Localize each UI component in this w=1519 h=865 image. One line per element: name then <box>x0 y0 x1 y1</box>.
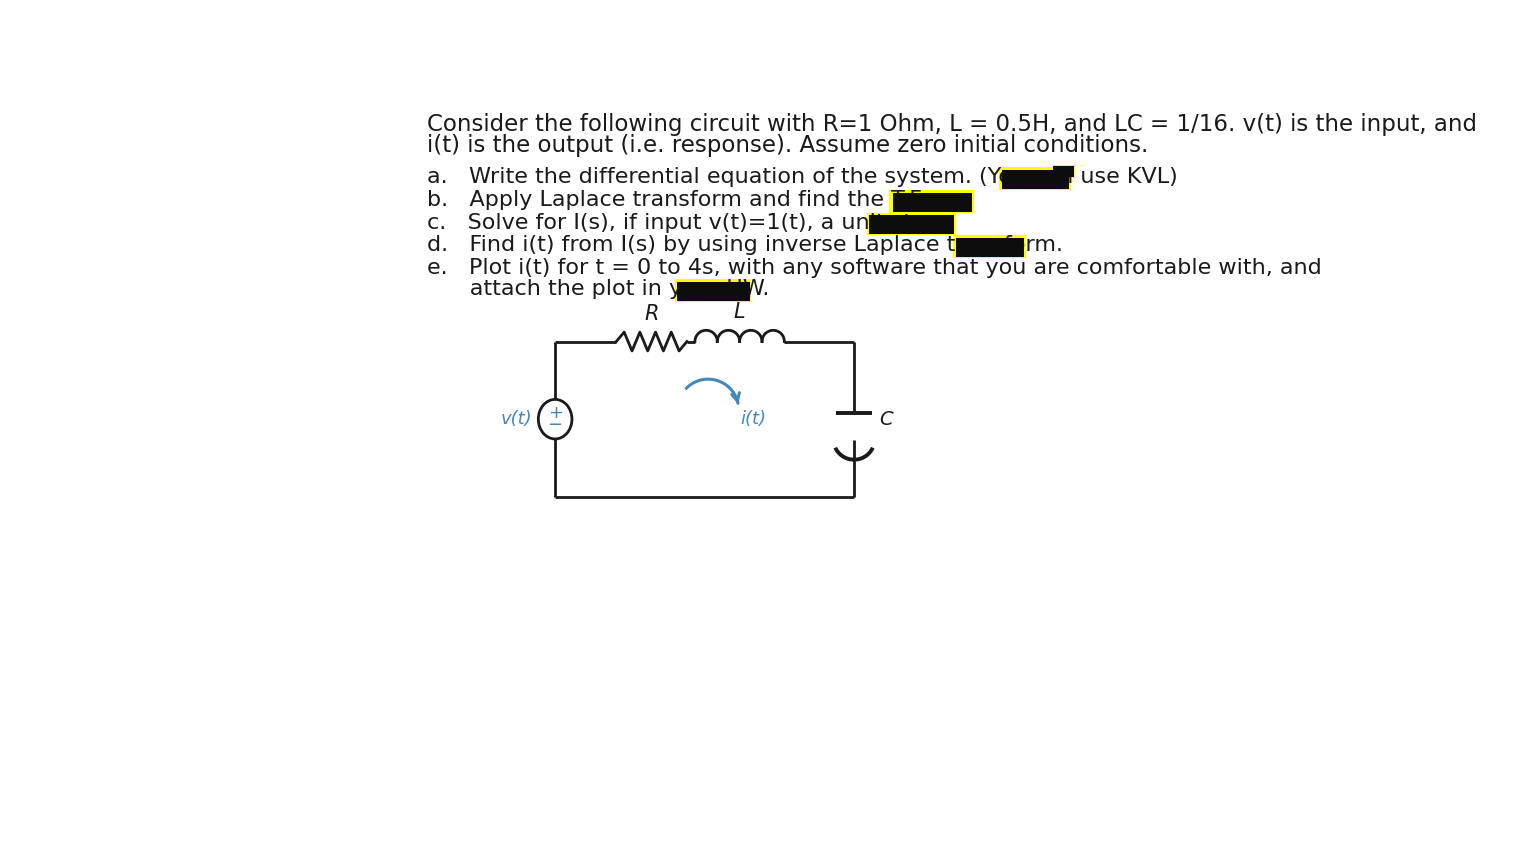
Text: L: L <box>734 302 746 322</box>
Bar <box>893 193 972 212</box>
Text: R: R <box>644 304 659 324</box>
Text: v(t): v(t) <box>501 410 533 428</box>
Bar <box>674 279 752 302</box>
Text: a.   Write the differential equation of the system. (You can use KVL): a. Write the differential equation of th… <box>427 167 1177 188</box>
Text: b.   Apply Laplace transform and find the T.F.: b. Apply Laplace transform and find the … <box>427 190 925 210</box>
Text: d.   Find i(t) from I(s) by using inverse Laplace transform.: d. Find i(t) from I(s) by using inverse … <box>427 235 1063 255</box>
Bar <box>677 282 749 301</box>
Text: attach the plot in your HW.: attach the plot in your HW. <box>427 279 769 299</box>
Text: e.   Plot i(t) for t = 0 to 4s, with any software that you are comfortable with,: e. Plot i(t) for t = 0 to 4s, with any s… <box>427 258 1322 278</box>
Text: i(t) is the output (i.e. response). Assume zero initial conditions.: i(t) is the output (i.e. response). Assu… <box>427 134 1148 157</box>
Bar <box>952 235 1027 258</box>
Bar <box>955 238 1024 257</box>
Text: C: C <box>880 410 893 429</box>
Bar <box>869 215 954 234</box>
Bar <box>889 190 974 213</box>
Text: −: − <box>547 417 562 434</box>
Bar <box>1000 167 1071 190</box>
Text: Consider the following circuit with R=1 Ohm, L = 0.5H, and LC = 1/16. v(t) is th: Consider the following circuit with R=1 … <box>427 113 1476 136</box>
Text: c.   Solve for I(s), if input v(t)=1(t), a unit step.: c. Solve for I(s), if input v(t)=1(t), a… <box>427 213 946 233</box>
Bar <box>867 213 955 235</box>
Text: +: + <box>548 404 562 422</box>
Bar <box>1053 166 1074 176</box>
Bar <box>1003 170 1069 189</box>
Text: i(t): i(t) <box>741 410 767 428</box>
Bar <box>1051 165 1075 177</box>
